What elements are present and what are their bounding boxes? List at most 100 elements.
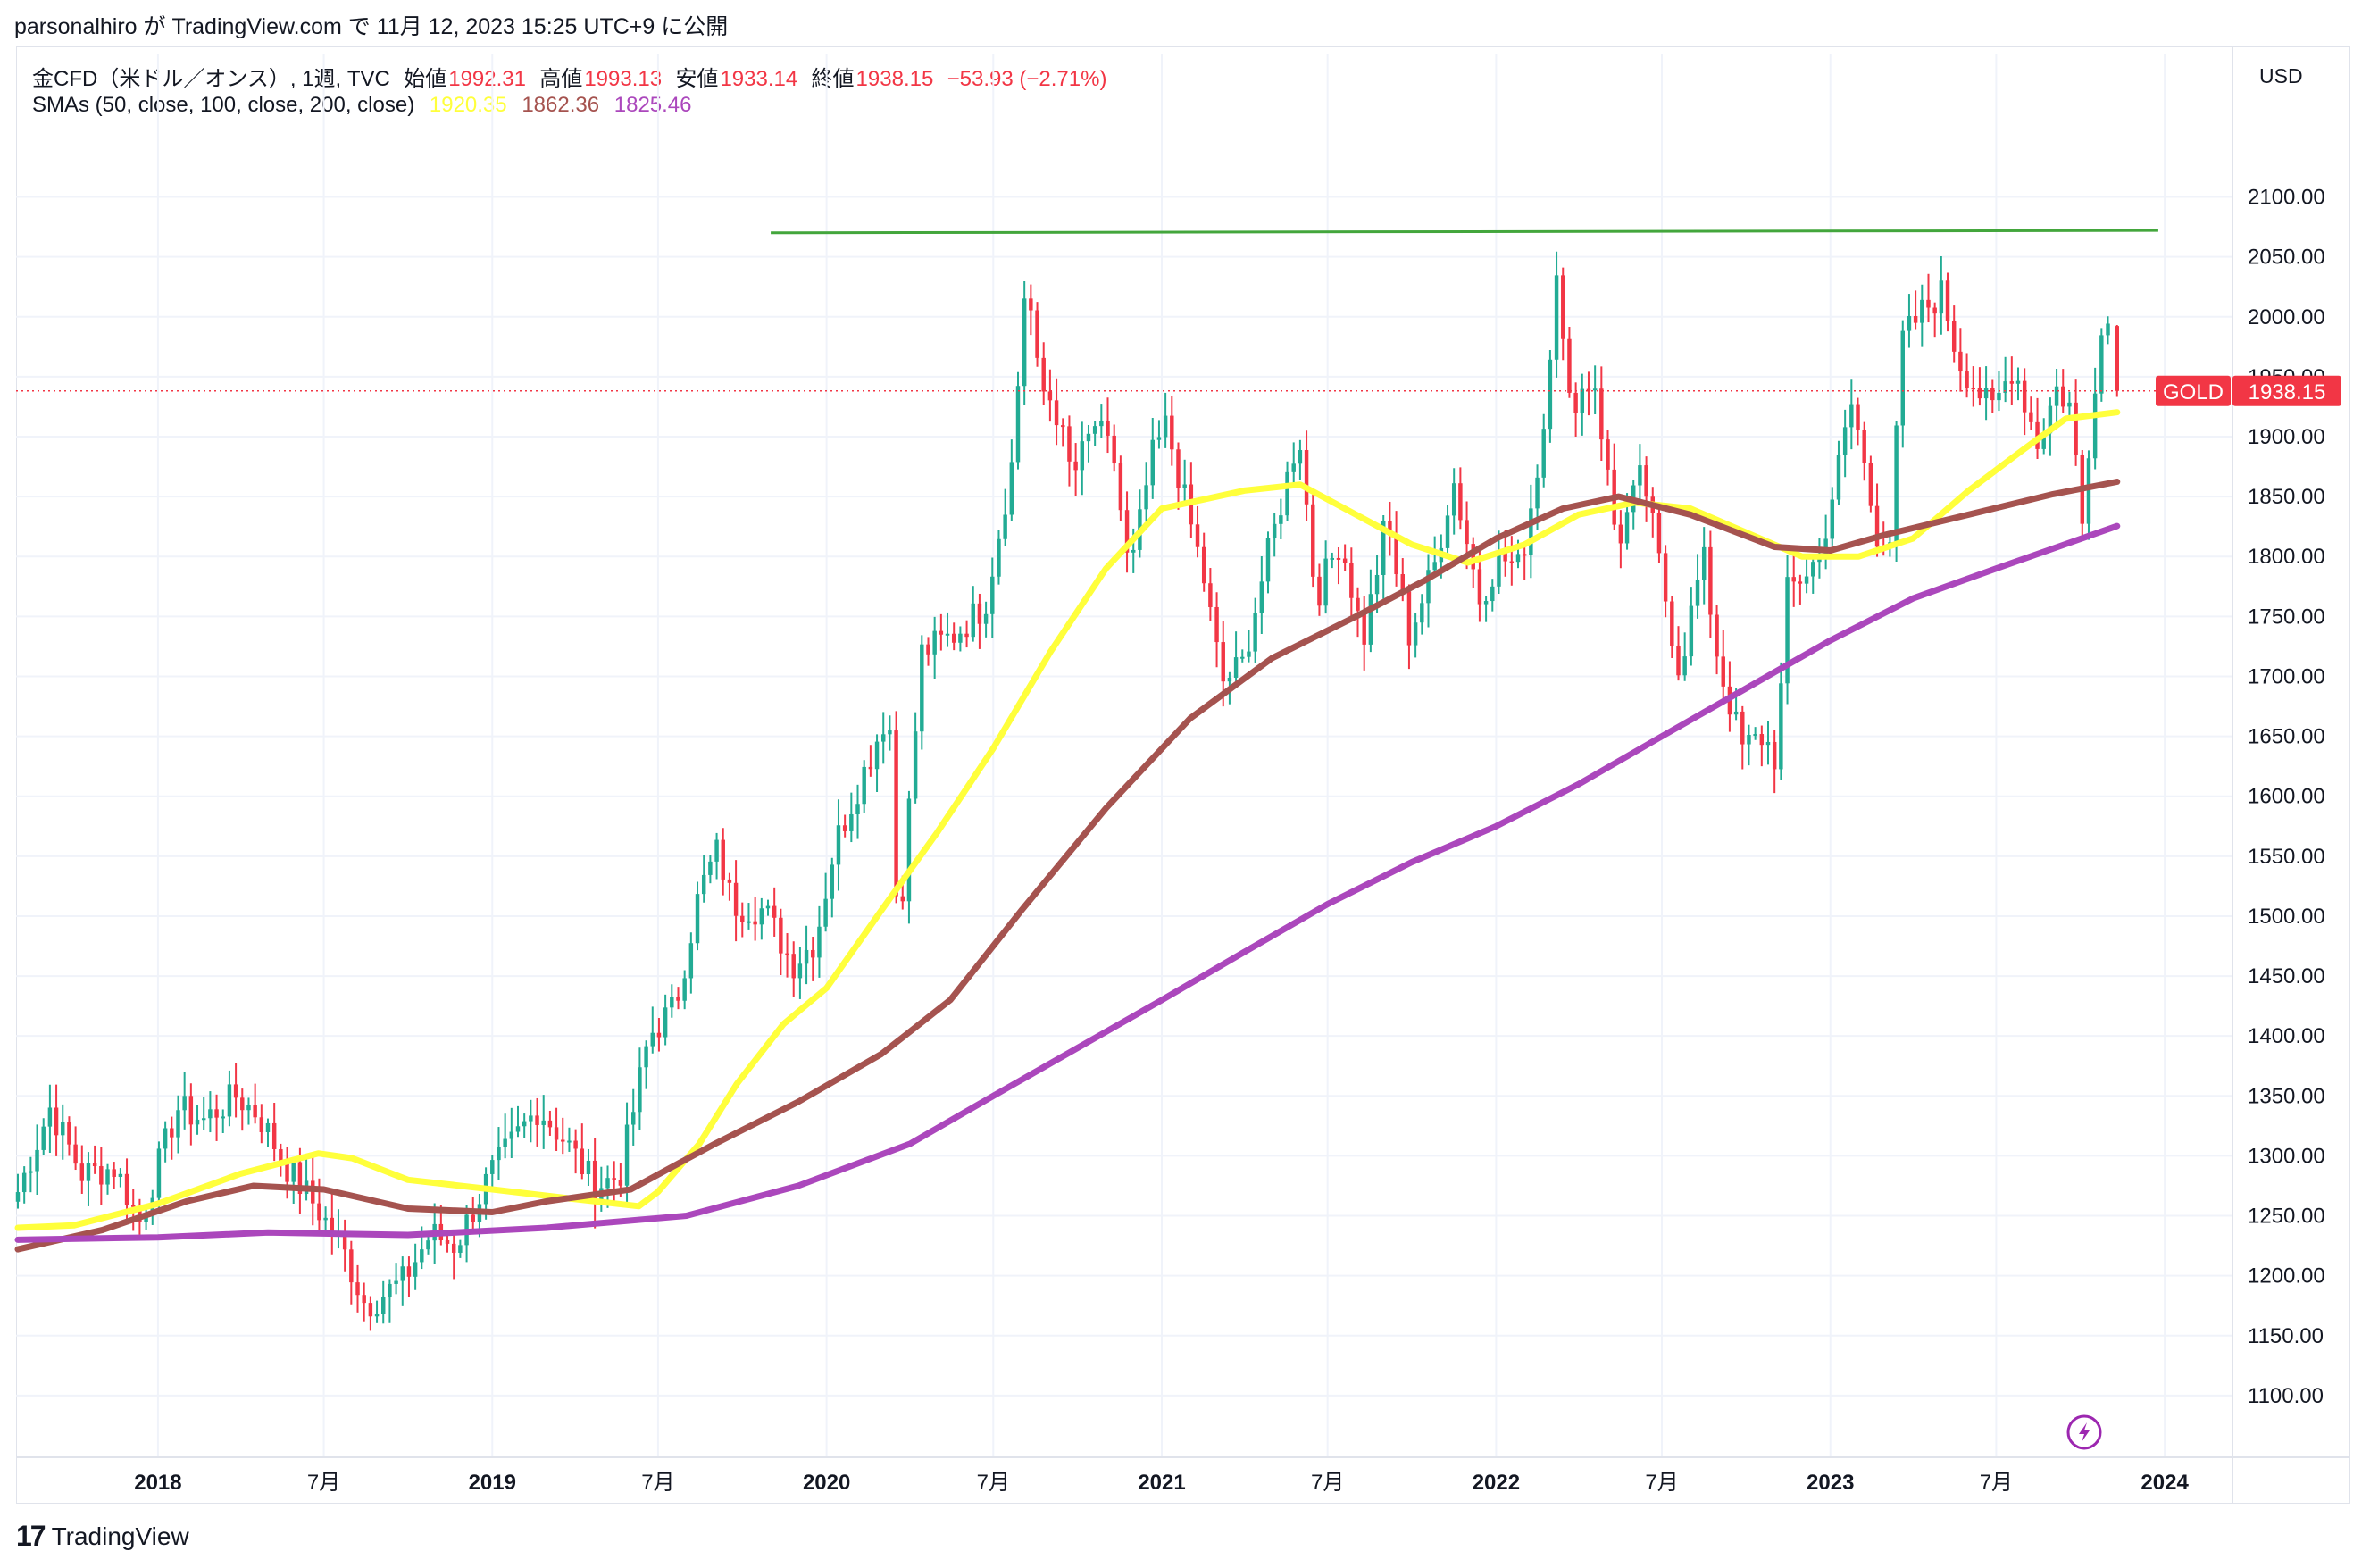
change-value: −53.93 (−2.71%)	[947, 67, 1107, 91]
candle-body	[1182, 484, 1187, 488]
price-tick-label: 1250.00	[2248, 1205, 2325, 1229]
candle	[1330, 552, 1335, 569]
candle	[2074, 379, 2078, 466]
tradingview-logo[interactable]: 17 TradingView	[16, 1520, 189, 1553]
price-tick-label: 2000.00	[2248, 305, 2325, 329]
candle-body	[2015, 380, 2021, 384]
lightning-icon-bolt	[2079, 1422, 2090, 1442]
candle	[1862, 421, 1866, 481]
candle-body	[240, 1097, 245, 1111]
candle	[1920, 284, 1924, 347]
candle	[1106, 397, 1110, 454]
candle-body	[362, 1295, 366, 1304]
candle	[112, 1162, 116, 1189]
candle	[855, 784, 860, 839]
price-tick-label: 1900.00	[2248, 425, 2325, 449]
candle	[259, 1104, 264, 1144]
candle-body	[1548, 359, 1553, 430]
candle	[304, 1159, 309, 1201]
candle-body	[842, 825, 847, 831]
candle-body	[1471, 544, 1475, 570]
candle	[1394, 511, 1398, 587]
price-tick-label: 1700.00	[2248, 664, 2325, 688]
currency-label[interactable]: USD	[2259, 64, 2303, 88]
candle-body	[1420, 603, 1424, 623]
candle	[253, 1083, 257, 1124]
candle-body	[727, 879, 732, 883]
candle-body	[1400, 574, 1405, 592]
price-tick-label: 1150.00	[2248, 1324, 2324, 1348]
sma100-value: 1862.36	[522, 93, 600, 117]
high-value: 1993.13	[584, 67, 663, 91]
candle-body	[1490, 586, 1495, 602]
low-value: 1933.14	[720, 67, 798, 91]
candle	[842, 814, 847, 838]
candle-body	[349, 1249, 354, 1283]
candle	[1868, 455, 1873, 513]
candle-body	[862, 766, 866, 805]
candle	[29, 1156, 33, 1193]
candle	[1913, 290, 1918, 330]
candle-body	[259, 1117, 264, 1133]
candle	[932, 616, 937, 679]
sma-legend[interactable]: SMAs (50, close, 100, close, 200, close)…	[32, 93, 692, 118]
candle-body	[618, 1180, 623, 1186]
candle	[509, 1107, 514, 1158]
candle-body	[1150, 439, 1155, 486]
candle	[990, 557, 995, 638]
candle	[714, 832, 719, 880]
candle	[888, 715, 892, 751]
candle	[330, 1193, 335, 1255]
candle-body	[1015, 386, 1021, 463]
candle	[945, 612, 950, 647]
candle	[163, 1121, 168, 1163]
candle-body	[1779, 683, 1783, 770]
candle-body	[1701, 546, 1707, 580]
candle	[1689, 587, 1694, 666]
price-tick-label: 1600.00	[2248, 785, 2325, 809]
candle-body	[374, 1314, 380, 1317]
candle	[811, 937, 815, 981]
candle	[1323, 540, 1328, 614]
candle-body	[1317, 576, 1322, 606]
candle	[592, 1138, 597, 1229]
candle-body	[1118, 463, 1123, 511]
candle	[458, 1239, 463, 1258]
candle	[2086, 450, 2091, 540]
candle-body	[1451, 483, 1456, 516]
candle	[1304, 430, 1309, 521]
candle	[656, 1018, 662, 1052]
candle	[1785, 555, 1790, 705]
candle-body	[1432, 562, 1437, 571]
candle	[868, 745, 873, 777]
candle	[862, 760, 866, 813]
candle	[644, 1040, 648, 1089]
candle-body	[1330, 557, 1335, 560]
candle	[1509, 536, 1515, 586]
candle	[1567, 326, 1572, 398]
sma100-line	[14, 479, 2121, 1253]
candle-body	[990, 576, 995, 614]
candle	[176, 1095, 180, 1154]
candle	[1606, 430, 1610, 486]
candle	[1061, 418, 1065, 447]
candle	[1432, 536, 1437, 575]
candle-body	[958, 633, 963, 643]
candle	[529, 1099, 533, 1143]
price-axis: 1100.00 1150.00 1200.00 1250.00 1300.00 1350.…	[2232, 46, 2325, 1504]
price-tick-label: 1450.00	[2248, 964, 2325, 988]
candle-body	[323, 1217, 328, 1221]
candle-body	[1958, 351, 1963, 372]
lightning-icon-group	[2066, 1414, 2102, 1450]
candle	[1874, 483, 1880, 557]
candle-body	[1894, 425, 1899, 543]
candle-body	[1124, 510, 1130, 553]
candle	[47, 1084, 53, 1154]
candle-body	[1977, 388, 1982, 399]
symbol-label[interactable]: 金CFD（米ドル／オンス）, 1週, TVC	[32, 67, 390, 91]
candle-body	[297, 1162, 303, 1195]
candle	[586, 1148, 591, 1186]
candle-body	[413, 1262, 418, 1277]
candle-body	[445, 1239, 450, 1244]
